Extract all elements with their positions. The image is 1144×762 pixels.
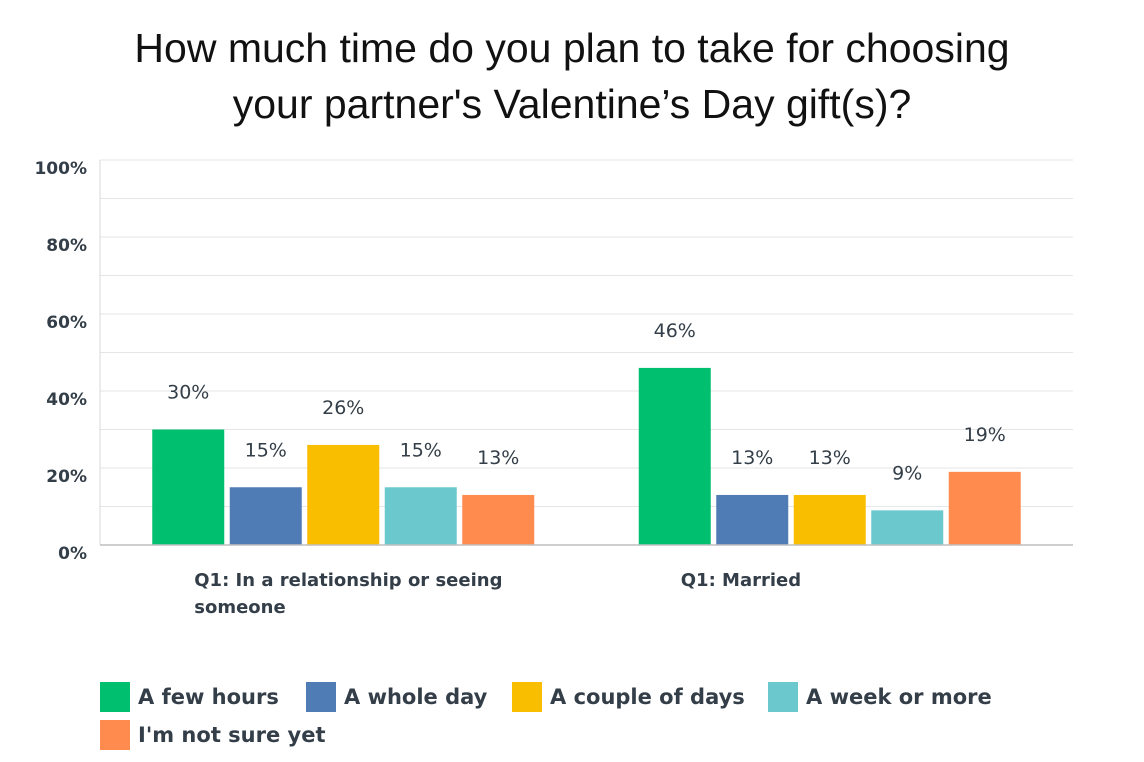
data-label: 13% xyxy=(731,447,773,469)
legend-label: I'm not sure yet xyxy=(138,723,326,747)
bar xyxy=(152,429,225,545)
legend-item: A couple of days xyxy=(512,682,745,712)
bar xyxy=(871,510,944,545)
legend-label: A couple of days xyxy=(550,685,745,709)
data-label: 13% xyxy=(809,447,851,469)
bar xyxy=(716,494,789,545)
y-tick-label: 80% xyxy=(46,236,87,256)
y-tick-label: 100% xyxy=(34,159,87,179)
legend-swatch xyxy=(100,720,130,750)
legend-label: A few hours xyxy=(138,685,279,709)
chart-title: How much time do you plan to take for ch… xyxy=(0,20,1144,132)
category-label: Q1: In a relationship or seeing xyxy=(194,570,502,591)
category-label: Q1: Married xyxy=(681,570,801,591)
data-label: 30% xyxy=(167,382,209,404)
legend-swatch xyxy=(306,682,336,712)
legend-item: A week or more xyxy=(768,682,992,712)
bar xyxy=(462,494,535,545)
legend-swatch xyxy=(768,682,798,712)
legend-label: A whole day xyxy=(344,685,488,709)
bar xyxy=(307,444,380,545)
legend-item: A whole day xyxy=(306,682,487,712)
legend-label: A week or more xyxy=(806,685,992,709)
legend-item: A few hours xyxy=(100,682,279,712)
category-label: someone xyxy=(194,597,285,618)
y-tick-label: 60% xyxy=(46,313,87,333)
data-label: 13% xyxy=(477,447,519,469)
legend-item: I'm not sure yet xyxy=(100,720,326,750)
y-tick-label: 40% xyxy=(46,390,87,410)
chart-title-line-1: How much time do you plan to take for ch… xyxy=(134,25,1010,71)
legend-swatch xyxy=(512,682,542,712)
bar xyxy=(229,487,302,545)
data-label: 26% xyxy=(322,397,364,419)
legend-swatch xyxy=(100,682,130,712)
bar xyxy=(638,367,711,545)
chart-title-line-2: your partner's Valentine’s Day gift(s)? xyxy=(232,81,912,127)
data-label: 46% xyxy=(654,320,696,342)
data-label: 19% xyxy=(964,424,1006,446)
y-tick-label: 20% xyxy=(46,467,87,487)
data-label: 15% xyxy=(400,439,442,461)
y-tick-label: 0% xyxy=(58,544,87,564)
bar-chart: 0% 20% 40% 60% 80% 100% 30% 46% 15% 13% 26% 13% 15% 9… xyxy=(34,159,1073,618)
bar xyxy=(793,494,866,545)
bar xyxy=(948,471,1021,545)
data-label: 9% xyxy=(892,462,922,484)
data-label: 15% xyxy=(245,439,287,461)
bar xyxy=(384,487,457,545)
